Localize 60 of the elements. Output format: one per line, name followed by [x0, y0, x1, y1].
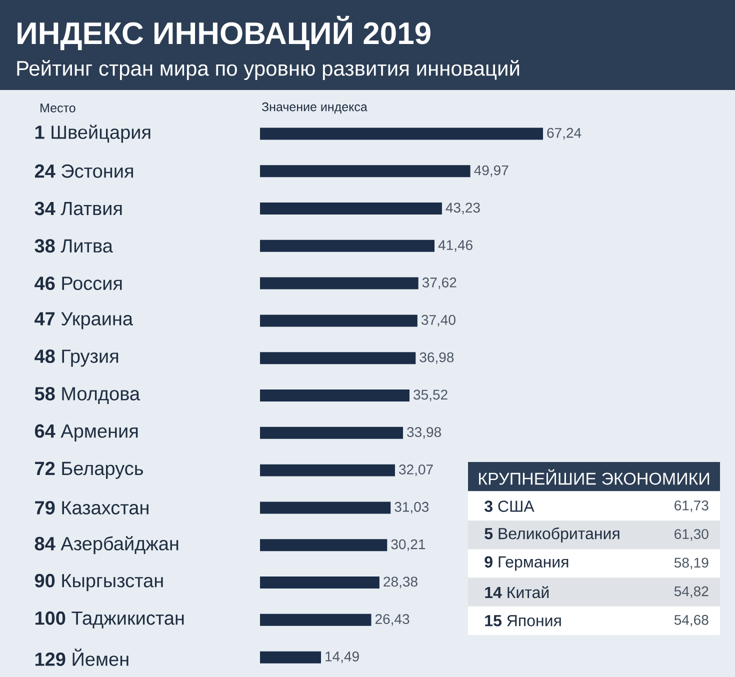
category-label: 3 США: [484, 500, 534, 512]
y-tick-label: 90 Кыргызстан: [34, 574, 163, 592]
bar: [260, 614, 372, 626]
data-label: 26,43: [375, 614, 410, 626]
y-tick-label: 48 Грузия: [34, 350, 118, 367]
bar: [260, 202, 442, 215]
bar: [260, 128, 544, 140]
bar: [260, 390, 410, 402]
data-label: 37,62: [422, 278, 456, 290]
y-tick-label: 72 Беларусь: [35, 462, 143, 479]
category-label: 15 Япония: [485, 615, 561, 626]
category-label: 9 Германия: [484, 556, 568, 571]
bar: [260, 576, 380, 589]
data-label: 35,52: [414, 390, 448, 402]
y-tick-label: 46 Россия: [34, 276, 122, 290]
bar: [260, 426, 404, 439]
bar: [260, 277, 418, 290]
y-tick-label: 58 Молдова: [34, 386, 140, 404]
data-label: 41,46: [438, 240, 472, 252]
data-label: 54,82: [674, 586, 708, 598]
text: Место: [40, 104, 76, 112]
y-tick-label: 34 Латвия: [34, 202, 122, 216]
data-label: 36,98: [420, 352, 454, 364]
data-label: 58,19: [674, 558, 708, 570]
data-label: 37,40: [421, 314, 456, 326]
y-tick-label: 64 Армения: [34, 424, 138, 442]
data-label: 43,23: [446, 202, 480, 214]
data-label: 67,24: [547, 128, 582, 140]
data-label: 31,03: [394, 502, 429, 514]
text: КРУПНЕЙШИЕ ЭКОНОМИКИ: [479, 469, 710, 485]
bar: [260, 502, 391, 514]
data-label: 30,21: [391, 539, 426, 551]
data-label: 54,68: [674, 614, 708, 626]
bar: [260, 352, 416, 364]
category-label: 14 Китай: [485, 586, 549, 598]
bar: [260, 539, 388, 552]
bar: [260, 314, 418, 327]
data-label: 61,30: [674, 529, 708, 541]
data-label: 28,38: [384, 576, 418, 588]
chart-title: ИНДЕКС ИННОВАЦИЙ 2019: [18, 16, 430, 50]
data-label: 61,73: [674, 500, 708, 512]
y-tick-label: 79 Казахстан: [35, 500, 148, 514]
bar: [260, 240, 435, 252]
chart-subtitle: Рейтинг стран мира по уровню развития инноваций: [17, 60, 520, 80]
data-label: 14,49: [326, 652, 359, 664]
text: Значение индекса: [262, 102, 368, 114]
category-label: 5 Великобритания: [484, 527, 620, 542]
data-label: 33,98: [407, 427, 441, 439]
y-tick-label: 100 Таджикистан: [35, 611, 184, 628]
y-tick-label: 47 Украина: [34, 312, 134, 330]
bar: [260, 651, 321, 664]
y-tick-label: 24 Эстония: [34, 164, 133, 178]
data-label: 49,97: [474, 165, 508, 177]
y-tick-label: 84 Азербайджан: [34, 536, 178, 554]
y-tick-label: 38 Литва: [34, 239, 113, 253]
y-tick-label: 129 Йемен: [35, 648, 128, 666]
data-label: 32,07: [399, 464, 433, 476]
bar: [260, 464, 395, 476]
y-tick-label: 1 Швейцария: [35, 124, 150, 143]
bar: [260, 165, 470, 178]
